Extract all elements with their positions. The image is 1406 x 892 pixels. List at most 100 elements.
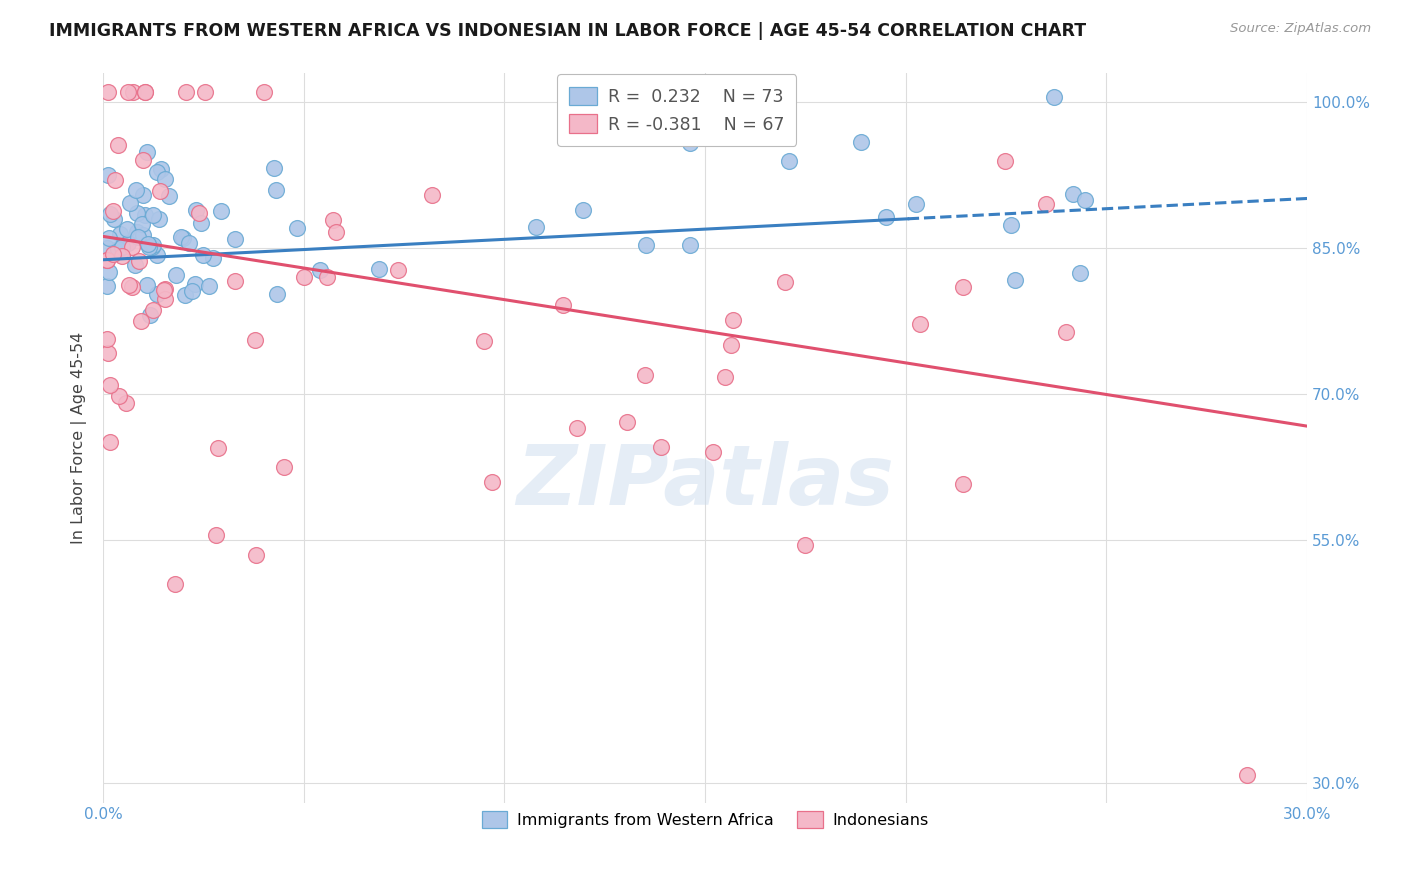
Point xyxy=(292,270,315,285)
Point xyxy=(266,286,288,301)
Point xyxy=(245,548,267,562)
Point xyxy=(1069,266,1091,280)
Point xyxy=(1054,326,1077,340)
Point xyxy=(308,263,330,277)
Point xyxy=(111,240,134,254)
Point xyxy=(108,389,131,403)
Point xyxy=(481,475,503,490)
Point xyxy=(134,86,156,100)
Point xyxy=(142,302,165,317)
Point xyxy=(149,184,172,198)
Point xyxy=(139,308,162,322)
Text: Source: ZipAtlas.com: Source: ZipAtlas.com xyxy=(1230,22,1371,36)
Point xyxy=(720,337,742,351)
Point xyxy=(194,86,217,100)
Point xyxy=(723,313,745,327)
Point xyxy=(121,240,143,254)
Point xyxy=(702,444,724,458)
Point xyxy=(1000,218,1022,232)
Point xyxy=(253,86,276,100)
Point xyxy=(224,274,246,288)
Point xyxy=(149,162,172,177)
Point xyxy=(679,136,702,151)
Point xyxy=(107,138,129,153)
Point xyxy=(387,262,409,277)
Point xyxy=(209,204,232,219)
Point xyxy=(121,86,143,100)
Point xyxy=(1074,193,1097,207)
Point xyxy=(155,282,177,296)
Point xyxy=(172,231,194,245)
Point xyxy=(190,216,212,230)
Point xyxy=(141,240,163,254)
Point xyxy=(778,153,800,168)
Point xyxy=(243,333,266,347)
Point xyxy=(96,253,118,268)
Point xyxy=(174,86,197,100)
Point xyxy=(315,269,337,284)
Point xyxy=(420,188,443,202)
Point xyxy=(851,135,873,149)
Point xyxy=(132,188,155,202)
Point xyxy=(117,235,139,250)
Point xyxy=(142,237,165,252)
Point xyxy=(526,220,548,235)
Point xyxy=(103,212,125,227)
Point xyxy=(101,204,124,219)
Point xyxy=(115,222,138,236)
Point xyxy=(714,369,737,384)
Point xyxy=(125,225,148,239)
Point xyxy=(145,248,167,262)
Point xyxy=(179,235,201,250)
Point xyxy=(121,280,143,294)
Point xyxy=(273,460,295,475)
Point xyxy=(97,168,120,182)
Point xyxy=(263,161,285,176)
Point xyxy=(125,184,148,198)
Point xyxy=(610,86,633,100)
Point xyxy=(138,240,160,254)
Point xyxy=(634,368,657,382)
Point xyxy=(204,528,226,542)
Point xyxy=(146,287,169,301)
Point xyxy=(367,262,389,277)
Point xyxy=(97,231,120,245)
Point xyxy=(572,202,595,217)
Point xyxy=(634,237,657,252)
Point xyxy=(875,210,897,224)
Point xyxy=(322,212,344,227)
Point xyxy=(207,441,229,455)
Point xyxy=(145,164,167,178)
Point xyxy=(198,279,221,293)
Point xyxy=(1236,768,1258,782)
Point xyxy=(773,275,796,289)
Point xyxy=(97,345,120,359)
Point xyxy=(153,171,176,186)
Legend: Immigrants from Western Africa, Indonesians: Immigrants from Western Africa, Indonesi… xyxy=(475,805,935,835)
Point xyxy=(153,284,176,298)
Point xyxy=(952,477,974,491)
Point xyxy=(127,229,149,244)
Point xyxy=(136,236,159,251)
Point xyxy=(97,265,120,279)
Y-axis label: In Labor Force | Age 45-54: In Labor Force | Age 45-54 xyxy=(72,332,87,544)
Point xyxy=(125,206,148,220)
Point xyxy=(110,244,132,258)
Point xyxy=(181,284,204,298)
Point xyxy=(107,242,129,256)
Point xyxy=(101,247,124,261)
Point xyxy=(184,202,207,217)
Point xyxy=(98,377,121,392)
Point xyxy=(266,183,288,197)
Point xyxy=(97,86,120,100)
Point xyxy=(952,279,974,293)
Point xyxy=(135,277,157,292)
Point xyxy=(104,173,127,187)
Point xyxy=(908,317,931,331)
Point xyxy=(187,206,209,220)
Point xyxy=(565,421,588,435)
Point xyxy=(96,332,118,346)
Point xyxy=(165,268,187,282)
Point xyxy=(551,298,574,312)
Point xyxy=(153,293,176,307)
